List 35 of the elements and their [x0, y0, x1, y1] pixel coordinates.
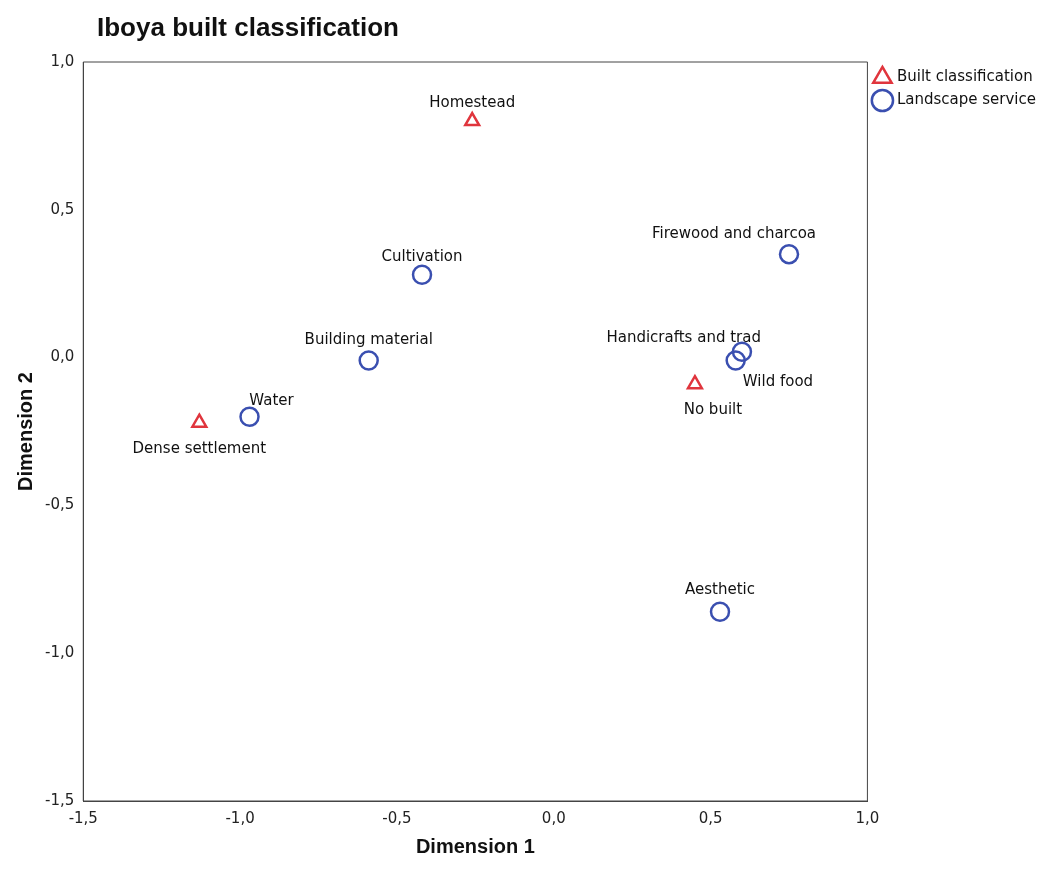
- annotation: Aesthetic: [685, 579, 755, 598]
- legend-label: Landscape service: [896, 90, 1037, 109]
- annotation: Wild food: [742, 371, 814, 390]
- y-tick-label: -1,5: [44, 790, 75, 809]
- x-tick-label: -1,0: [225, 808, 255, 827]
- point: [239, 406, 260, 427]
- y-tick-label: 0,0: [50, 347, 75, 366]
- chart-title: Iboya built classification: [97, 12, 399, 43]
- y-axis-title: Dimension 2: [13, 372, 36, 491]
- y-tick-label: -1,0: [44, 643, 75, 662]
- x-tick-label: 0,0: [541, 808, 566, 827]
- x-tick-label: -0,5: [382, 808, 412, 827]
- annotation: Cultivation: [381, 246, 463, 265]
- x-tick-label: 0,5: [698, 808, 723, 827]
- y-tick-label: 0,5: [50, 199, 75, 218]
- x-axis-title: Dimension 1: [415, 834, 535, 857]
- point: [709, 601, 731, 623]
- point: [778, 243, 800, 265]
- legend-label: Built classification: [896, 67, 1033, 86]
- point: [411, 264, 433, 286]
- x-tick-label: 1,0: [855, 808, 880, 827]
- point: [725, 350, 746, 371]
- annotation: Water: [249, 390, 295, 409]
- annotation: Homestead: [429, 93, 516, 112]
- point: [464, 111, 481, 127]
- annotation: Firewood and charcoa: [651, 224, 817, 243]
- y-tick-label: 1,0: [50, 51, 75, 70]
- x-tick-label: -1,5: [68, 808, 98, 827]
- annotation: No built: [683, 400, 743, 419]
- annotation: Dense settlement: [132, 438, 267, 457]
- point: [358, 350, 379, 371]
- y-tick-label: -0,5: [44, 495, 75, 514]
- annotation: Building material: [304, 330, 433, 349]
- annotation: Handicrafts and trad: [606, 328, 761, 347]
- point: [731, 341, 753, 362]
